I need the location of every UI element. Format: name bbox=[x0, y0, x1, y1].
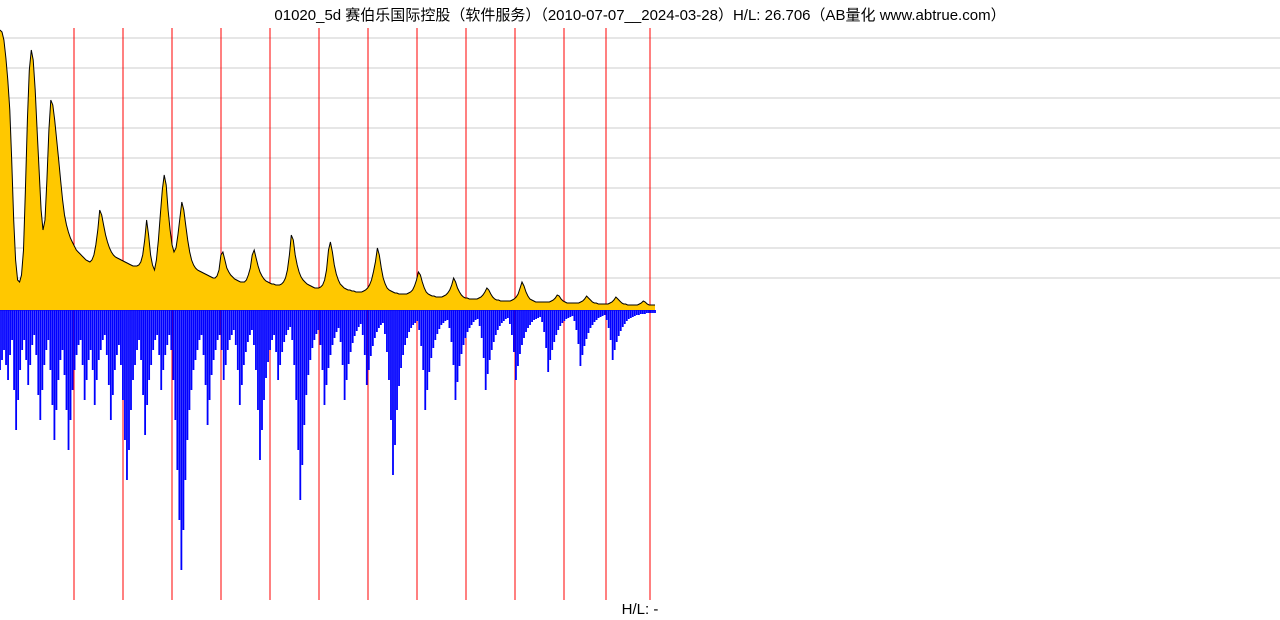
chart-canvas bbox=[0, 0, 1280, 620]
stock-chart-container: 01020_5d 赛伯乐国际控股（软件服务）（2010-07-07__2024-… bbox=[0, 0, 1280, 620]
chart-subtitle: H/L: - bbox=[0, 601, 1280, 618]
